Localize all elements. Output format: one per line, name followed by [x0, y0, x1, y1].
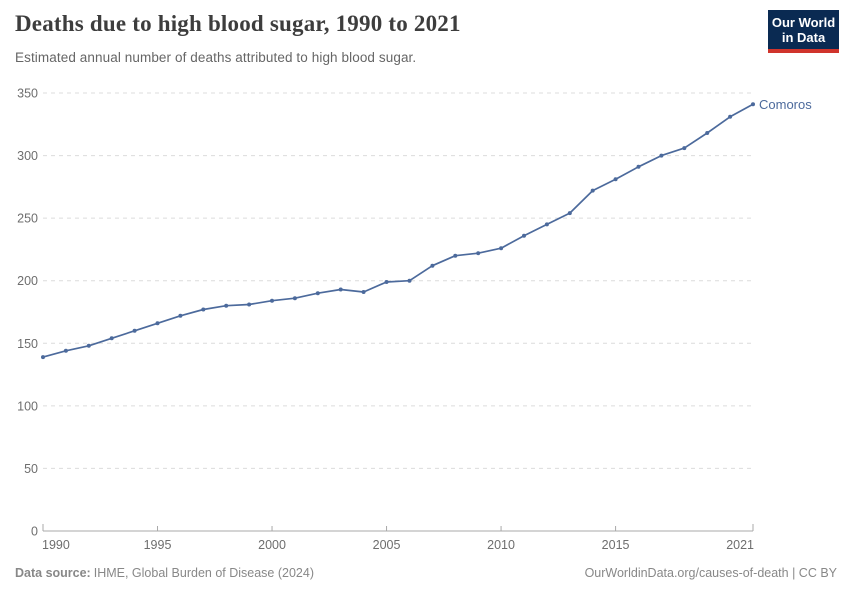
y-axis-tick-label: 300 [17, 149, 38, 163]
data-point[interactable] [41, 355, 45, 360]
data-point[interactable] [201, 307, 206, 312]
data-point[interactable] [361, 290, 366, 294]
data-point[interactable] [247, 302, 252, 307]
y-axis-tick-label: 350 [17, 87, 38, 101]
data-point[interactable] [659, 153, 664, 158]
data-point[interactable] [224, 303, 229, 308]
data-point[interactable] [132, 328, 137, 333]
owid-logo: Our World in Data [768, 10, 839, 53]
data-point[interactable] [270, 298, 274, 303]
credit-link[interactable]: OurWorldinData.org/causes-of-death | CC … [584, 566, 837, 580]
y-axis-tick-label: 150 [17, 337, 38, 351]
data-point[interactable] [315, 291, 320, 296]
data-point[interactable] [751, 102, 755, 107]
chart-subtitle: Estimated annual number of deaths attrib… [15, 50, 417, 65]
series-end-label: Comoros [759, 97, 812, 112]
data-point[interactable] [522, 233, 526, 238]
chart-footer: Data source: IHME, Global Burden of Disea… [0, 566, 850, 588]
data-point[interactable] [544, 222, 549, 227]
y-axis-tick-label: 250 [17, 212, 38, 226]
owid-logo-line2: in Data [781, 30, 826, 45]
data-point[interactable] [636, 164, 641, 169]
data-point[interactable] [613, 177, 618, 182]
data-point[interactable] [453, 253, 458, 258]
data-point[interactable] [384, 280, 389, 284]
data-point[interactable] [63, 348, 68, 353]
data-point[interactable] [590, 188, 595, 193]
data-point[interactable] [728, 114, 733, 119]
data-point[interactable] [705, 131, 710, 135]
y-axis-tick-label: 200 [17, 274, 38, 288]
data-point[interactable] [86, 343, 91, 348]
data-point[interactable] [407, 278, 412, 283]
data-point[interactable] [476, 251, 481, 256]
x-axis-tick-label: 2010 [487, 538, 515, 552]
data-point[interactable] [292, 296, 297, 301]
page-title: Deaths due to high blood sugar, 1990 to … [15, 11, 461, 36]
x-axis-tick-label: 1990 [42, 538, 70, 552]
x-axis-tick-label: 1995 [144, 538, 172, 552]
y-axis-tick-label: 100 [17, 399, 38, 413]
data-point[interactable] [567, 211, 572, 216]
owid-logo-line1: Our World [771, 15, 836, 30]
x-axis-tick-label: 2021 [726, 538, 754, 552]
data-point[interactable] [338, 287, 343, 292]
data-point[interactable] [178, 313, 183, 318]
data-point[interactable] [430, 263, 435, 268]
x-axis-tick-label: 2015 [602, 538, 630, 552]
data-point[interactable] [155, 321, 160, 326]
data-source-note: Data source: IHME, Global Burden of Disea… [15, 566, 314, 580]
data-point[interactable] [499, 246, 504, 251]
y-axis-tick-label: 50 [24, 462, 38, 476]
series-line [42, 103, 754, 358]
data-source-label: Data source: [15, 566, 91, 580]
x-axis-tick-label: 2000 [258, 538, 286, 552]
y-axis-tick-label: 0 [31, 525, 38, 539]
data-point[interactable] [109, 336, 114, 341]
data-source-text: IHME, Global Burden of Disease (2024) [93, 566, 314, 580]
data-point[interactable] [682, 146, 687, 151]
x-axis-tick-label: 2005 [373, 538, 401, 552]
